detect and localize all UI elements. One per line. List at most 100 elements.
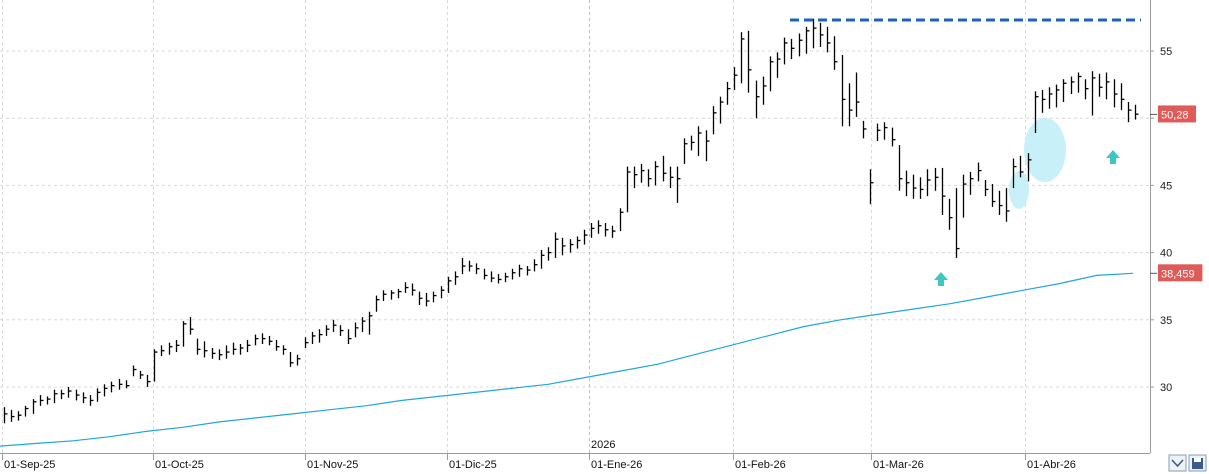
ohlc-bar xyxy=(225,345,230,359)
ohlc-bar xyxy=(984,180,989,197)
ohlc-bar xyxy=(876,123,881,142)
ohlc-bar xyxy=(404,282,409,293)
highlight-ellipse-large xyxy=(1024,118,1066,182)
ohlc-bar xyxy=(1027,153,1032,182)
ohlc-bar xyxy=(955,188,960,258)
ohlc-bar xyxy=(1113,79,1118,108)
ohlc-bar xyxy=(361,317,366,332)
ohlc-bar xyxy=(1091,71,1096,116)
ohlc-bar xyxy=(926,169,931,197)
ohlc-bar xyxy=(747,30,752,93)
ohlc-bar xyxy=(32,399,37,414)
ohlc-bar xyxy=(969,171,974,195)
ohlc-bar xyxy=(411,283,416,296)
ohlc-bar xyxy=(182,321,187,347)
ohlc-bar xyxy=(647,169,652,187)
ohlc-bar xyxy=(339,325,344,336)
ohlc-bar xyxy=(354,322,359,338)
ohlc-bar xyxy=(110,381,115,393)
ohlc-bar xyxy=(798,33,803,57)
x-tick-label: 01-Ene-26 xyxy=(591,459,642,471)
ohlc-bar xyxy=(175,339,180,353)
ohlc-bar xyxy=(89,395,94,406)
up-arrow-icon xyxy=(934,272,948,286)
ohlc-bar xyxy=(862,120,867,139)
ohlc-bar xyxy=(898,145,903,191)
ohlc-bar xyxy=(440,286,445,299)
plot-area xyxy=(0,0,1150,453)
ohlc-bar xyxy=(168,342,173,355)
ohlc-bar xyxy=(597,220,602,234)
ohlc-bar xyxy=(654,161,659,186)
ohlc-bar xyxy=(855,72,860,117)
ohlc-bar xyxy=(705,130,710,162)
ohlc-bar xyxy=(75,389,80,401)
ohlc-bar xyxy=(382,290,387,301)
ohlc-bar xyxy=(53,389,58,404)
ohlc-bar xyxy=(132,365,137,377)
ohlc-bar xyxy=(347,329,352,344)
ohlc-bar xyxy=(296,354,301,366)
ohlc-bar xyxy=(662,155,667,182)
ohlc-bar xyxy=(397,288,402,299)
ohlc-bar xyxy=(246,339,251,353)
ohlc-bar xyxy=(547,247,552,261)
ohlc-bar xyxy=(826,26,831,53)
ohlc-bar xyxy=(941,167,946,215)
price-tags: 50,28 38,459 xyxy=(1150,105,1203,282)
ohlc-bar xyxy=(232,342,237,355)
ohlc-bar xyxy=(755,80,760,119)
ohlc-bar xyxy=(669,166,674,189)
moving-average-line xyxy=(0,272,1134,447)
ohlc-bar xyxy=(998,190,1003,215)
ohlc-bar xyxy=(211,348,216,359)
ohlc-bar xyxy=(783,37,788,65)
x-tick-label: 01-Abr-26 xyxy=(1027,459,1076,471)
ohlc-bar xyxy=(146,374,151,387)
y-tick-label: 45 xyxy=(1160,180,1172,192)
y-tick-label: 40 xyxy=(1160,248,1172,260)
ohlc-bar xyxy=(526,266,531,276)
corner-buttons xyxy=(1168,454,1207,472)
ohlc-bar xyxy=(848,83,853,127)
save-icon[interactable] xyxy=(1188,454,1207,472)
ohlc-bar xyxy=(1005,188,1010,222)
ohlc-bar xyxy=(60,389,65,400)
ohlc-bars-layer xyxy=(3,18,1139,424)
ohlc-bar xyxy=(261,333,266,344)
ohlc-bar xyxy=(533,259,538,272)
ohlc-bar xyxy=(697,126,702,156)
ohlc-bar xyxy=(375,295,380,312)
ohlc-bar xyxy=(1034,91,1039,133)
ohlc-bar xyxy=(1120,83,1125,111)
ohlc-bar xyxy=(67,387,72,398)
ohlc-bar xyxy=(683,138,688,164)
ohlc-bar xyxy=(891,127,896,147)
ohlc-bar xyxy=(3,407,8,424)
ohlc-bar xyxy=(626,166,631,213)
ohlc-bar xyxy=(540,249,545,269)
chevron-down-icon[interactable] xyxy=(1168,454,1187,472)
ohlc-bar xyxy=(1019,155,1024,178)
ohlc-bar xyxy=(991,184,996,207)
ohlc-bar xyxy=(318,329,323,343)
ohlc-bar xyxy=(869,169,874,205)
ohlc-bar xyxy=(497,274,502,284)
x-tick-label: 01-Dic-25 xyxy=(449,459,497,471)
ohlc-bar xyxy=(762,76,767,105)
ohlc-bar xyxy=(576,236,581,249)
ohlc-bar xyxy=(604,223,609,237)
ohlc-bar xyxy=(239,343,244,355)
ohlc-bar xyxy=(948,198,953,230)
ohlc-bar xyxy=(611,225,616,238)
ohlc-bar xyxy=(96,388,101,402)
moving-average-layer xyxy=(0,272,1134,447)
ohlc-bar xyxy=(103,384,108,397)
ohlc-bar xyxy=(712,106,717,135)
ohlc-bar xyxy=(726,81,731,105)
ohlc-bar xyxy=(475,263,480,275)
ohlc-bar xyxy=(254,334,259,346)
ohlc-bar xyxy=(24,405,29,417)
